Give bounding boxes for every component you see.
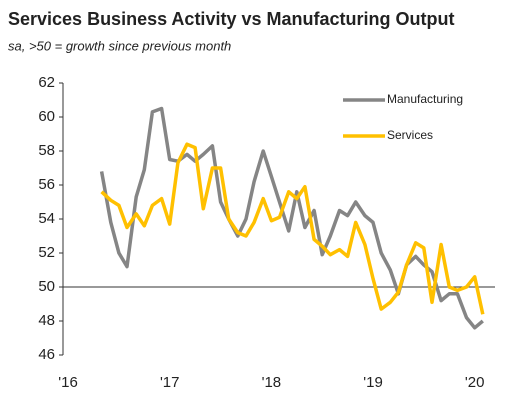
y-tick-label: 62 bbox=[38, 74, 55, 91]
series-line bbox=[99, 106, 484, 330]
y-tick-label: 60 bbox=[38, 108, 55, 125]
x-tick-label: '20 bbox=[465, 374, 485, 391]
y-tick-label: 52 bbox=[38, 244, 55, 261]
y-tick-label: 50 bbox=[38, 278, 55, 295]
chart-subtitle: sa, >50 = growth since previous month bbox=[8, 38, 231, 53]
series-line bbox=[100, 142, 485, 315]
x-tick-label: '19 bbox=[363, 374, 383, 391]
x-tick-label: '16 bbox=[58, 374, 78, 391]
x-tick-label: '17 bbox=[160, 374, 180, 391]
y-tick-label: 46 bbox=[38, 346, 55, 363]
y-tick-label: 48 bbox=[38, 312, 55, 329]
legend-label: Manufacturing bbox=[387, 92, 463, 106]
legend-label: Services bbox=[387, 128, 433, 142]
chart-title: Services Business Activity vs Manufactur… bbox=[8, 9, 454, 29]
x-tick-label: '18 bbox=[262, 374, 282, 391]
y-tick-label: 58 bbox=[38, 142, 55, 159]
y-tick-label: 56 bbox=[38, 176, 55, 193]
y-tick-label: 54 bbox=[38, 210, 55, 227]
